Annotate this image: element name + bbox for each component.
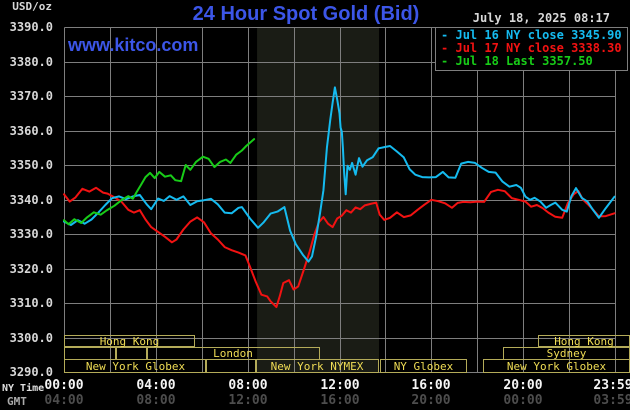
ny-time-tick: 00:00 [44, 378, 84, 393]
ny-time-tick: 08:00 [228, 378, 268, 393]
ny-time-tick: 04:00 [136, 378, 176, 393]
legend-row-jul17: - Jul 17 NY close 3338.30 [436, 42, 627, 55]
ny-time-tick: 23:59 [593, 378, 630, 393]
gmt-tick: 08:00 [136, 393, 176, 408]
series-line-jul-16-(cyan) [63, 86, 616, 263]
session-box-ny-globex: NY Globex [380, 359, 467, 373]
series-line-jul-17-(red) [63, 186, 616, 309]
gmt-axis-label: GMT [7, 395, 27, 408]
gmt-tick: 12:00 [228, 393, 268, 408]
gmt-tick: 00:00 [503, 393, 543, 408]
legend-dash-icon: - [441, 54, 449, 68]
session-box-hong-kong: Hong Kong [538, 335, 630, 347]
gmt-tick: 03:59 [593, 393, 630, 408]
ny-time-tick: 12:00 [320, 378, 360, 393]
y-axis-unit-label: USD/oz [12, 0, 52, 13]
session-box-new-york-nymex: New York NYMEX [255, 359, 379, 373]
legend-row-jul18: - Jul 18 Last 3357.50 [436, 55, 627, 68]
ny-time-tick: 20:00 [503, 378, 543, 393]
y-tick-label: 3320.0 [9, 262, 53, 276]
y-tick-label: 3370.0 [9, 89, 53, 103]
page-title: 24 Hour Spot Gold (Bid) [192, 3, 420, 25]
legend-dash-icon: - [441, 28, 449, 42]
ny-time-axis-label: NY Time [2, 383, 45, 394]
series-line-jul-18-(green) [63, 138, 256, 226]
session-box-new-york-globex: New York Globex [483, 359, 630, 373]
nymex-session-band [257, 27, 379, 372]
legend-label: Jul 16 NY close 3345.90 [455, 28, 622, 42]
ny-time-tick: 16:00 [411, 378, 451, 393]
y-tick-label: 3300.0 [9, 331, 53, 345]
y-tick-label: 3350.0 [9, 158, 53, 172]
y-tick-label: 3360.0 [9, 124, 53, 138]
chart-datetime: July 18, 2025 08:17 [472, 11, 610, 25]
gmt-tick: 20:00 [411, 393, 451, 408]
legend-box: - Jul 16 NY close 3345.90 - Jul 17 NY cl… [435, 27, 628, 71]
gmt-tick: 04:00 [44, 393, 84, 408]
legend-dash-icon: - [441, 41, 449, 55]
session-box-hong-kong: Hong Kong [64, 335, 195, 347]
y-tick-label: 3380.0 [9, 55, 53, 69]
legend-label: Jul 17 NY close 3338.30 [455, 41, 622, 55]
session-box-new-york-globex: New York Globex [64, 359, 207, 373]
y-tick-label: 3330.0 [9, 227, 53, 241]
legend-label: Jul 18 Last 3357.50 [455, 54, 593, 68]
y-tick-label: 3390.0 [9, 20, 53, 34]
legend-row-jul16: - Jul 16 NY close 3345.90 [436, 29, 627, 42]
gmt-tick: 16:00 [320, 393, 360, 408]
y-tick-label: 3290.0 [9, 365, 53, 379]
session-box [205, 359, 257, 373]
y-tick-label: 3340.0 [9, 193, 53, 207]
kitco-watermark-link[interactable]: www.kitco.com [68, 35, 199, 55]
y-tick-label: 3310.0 [9, 296, 53, 310]
